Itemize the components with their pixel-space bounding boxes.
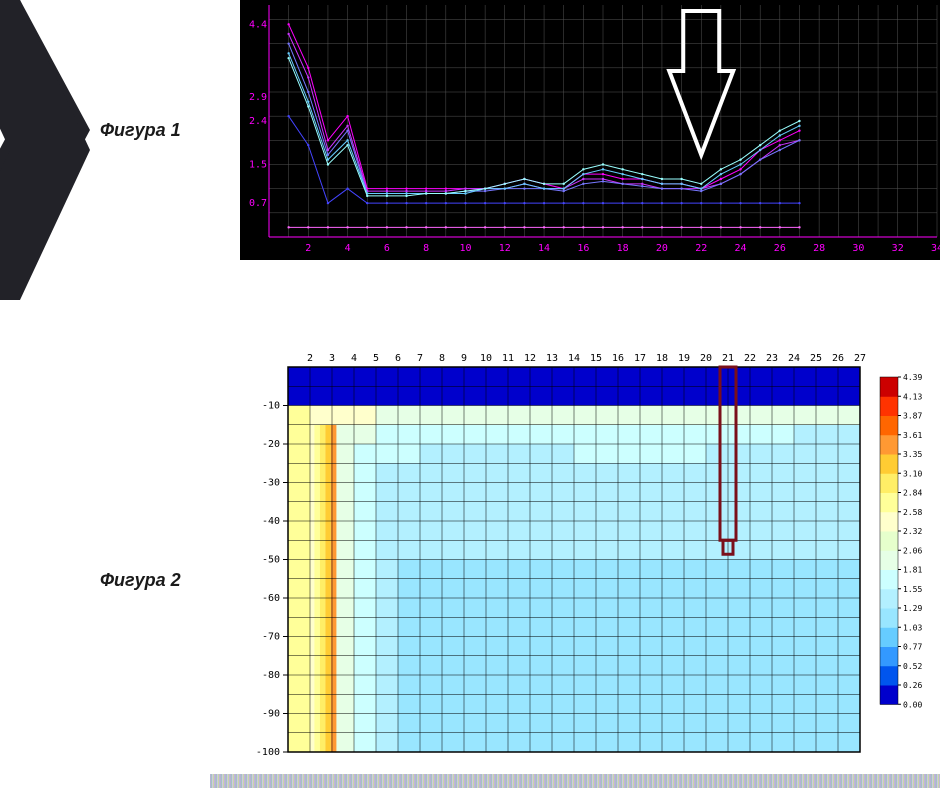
figure-2-label: Фигура 2 xyxy=(100,570,181,591)
svg-text:34: 34 xyxy=(931,243,940,254)
svg-text:4: 4 xyxy=(345,243,351,254)
svg-text:30: 30 xyxy=(852,243,864,254)
svg-text:25: 25 xyxy=(810,353,822,364)
svg-text:1.29: 1.29 xyxy=(903,604,922,613)
svg-text:19: 19 xyxy=(678,353,690,364)
svg-text:32: 32 xyxy=(892,243,904,254)
svg-text:18: 18 xyxy=(617,243,629,254)
noise-bar xyxy=(210,774,940,788)
svg-text:14: 14 xyxy=(568,353,580,364)
svg-text:0.7: 0.7 xyxy=(249,198,267,209)
chevron-decor-2 xyxy=(0,0,100,300)
svg-text:1.03: 1.03 xyxy=(903,623,922,632)
svg-text:3.35: 3.35 xyxy=(903,450,922,459)
svg-text:0.00: 0.00 xyxy=(903,700,922,709)
svg-text:26: 26 xyxy=(832,353,844,364)
svg-text:27: 27 xyxy=(854,353,866,364)
svg-text:6: 6 xyxy=(384,243,390,254)
svg-text:2.9: 2.9 xyxy=(249,92,267,103)
svg-text:6: 6 xyxy=(395,353,401,364)
svg-text:22: 22 xyxy=(744,353,756,364)
svg-text:24: 24 xyxy=(788,353,800,364)
svg-text:12: 12 xyxy=(499,243,511,254)
svg-text:-40: -40 xyxy=(262,516,280,527)
svg-text:4.39: 4.39 xyxy=(903,373,922,382)
svg-text:-10: -10 xyxy=(262,401,280,412)
svg-text:21: 21 xyxy=(722,353,734,364)
svg-text:-30: -30 xyxy=(262,478,280,489)
svg-text:4: 4 xyxy=(351,353,357,364)
svg-text:-20: -20 xyxy=(262,439,280,450)
svg-text:13: 13 xyxy=(546,353,558,364)
svg-text:5: 5 xyxy=(373,353,379,364)
svg-text:3: 3 xyxy=(329,353,335,364)
svg-text:-50: -50 xyxy=(262,555,280,566)
chart-1: 2468101214161820222426283032340.71.52.42… xyxy=(240,0,940,260)
svg-text:3.10: 3.10 xyxy=(903,469,922,478)
svg-text:1.81: 1.81 xyxy=(903,566,922,575)
svg-text:0.77: 0.77 xyxy=(903,643,922,652)
svg-text:2.4: 2.4 xyxy=(249,116,267,127)
svg-text:-60: -60 xyxy=(262,593,280,604)
svg-text:12: 12 xyxy=(524,353,536,364)
svg-text:2.06: 2.06 xyxy=(903,546,922,555)
svg-text:10: 10 xyxy=(480,353,492,364)
svg-text:24: 24 xyxy=(735,243,747,254)
svg-text:16: 16 xyxy=(612,353,624,364)
svg-text:10: 10 xyxy=(459,243,471,254)
svg-text:7: 7 xyxy=(417,353,423,364)
svg-text:3.61: 3.61 xyxy=(903,431,922,440)
svg-text:15: 15 xyxy=(590,353,602,364)
svg-text:26: 26 xyxy=(774,243,786,254)
svg-text:22: 22 xyxy=(695,243,707,254)
svg-text:11: 11 xyxy=(502,353,514,364)
svg-text:3.87: 3.87 xyxy=(903,412,922,421)
svg-text:2: 2 xyxy=(307,353,313,364)
chart-2: 2345678910111213141516171819202122232425… xyxy=(240,345,940,760)
svg-text:4.4: 4.4 xyxy=(249,19,267,30)
svg-text:2.32: 2.32 xyxy=(903,527,922,536)
svg-text:-80: -80 xyxy=(262,670,280,681)
svg-text:1.55: 1.55 xyxy=(903,585,922,594)
svg-text:28: 28 xyxy=(813,243,825,254)
svg-text:20: 20 xyxy=(656,243,668,254)
svg-text:9: 9 xyxy=(461,353,467,364)
svg-text:-90: -90 xyxy=(262,709,280,720)
svg-text:0.52: 0.52 xyxy=(903,662,922,671)
svg-text:20: 20 xyxy=(700,353,712,364)
svg-text:8: 8 xyxy=(439,353,445,364)
svg-text:2.84: 2.84 xyxy=(903,489,922,498)
svg-text:17: 17 xyxy=(634,353,646,364)
svg-text:23: 23 xyxy=(766,353,778,364)
svg-text:0.26: 0.26 xyxy=(903,681,922,690)
svg-text:16: 16 xyxy=(577,243,589,254)
svg-text:1.5: 1.5 xyxy=(249,160,267,171)
svg-text:-100: -100 xyxy=(256,747,280,758)
svg-text:14: 14 xyxy=(538,243,550,254)
svg-text:2.58: 2.58 xyxy=(903,508,922,517)
svg-text:-70: -70 xyxy=(262,632,280,643)
svg-text:8: 8 xyxy=(423,243,429,254)
svg-text:4.13: 4.13 xyxy=(903,392,922,401)
figure-1-label: Фигура 1 xyxy=(100,120,181,141)
svg-text:2: 2 xyxy=(305,243,311,254)
svg-text:18: 18 xyxy=(656,353,668,364)
